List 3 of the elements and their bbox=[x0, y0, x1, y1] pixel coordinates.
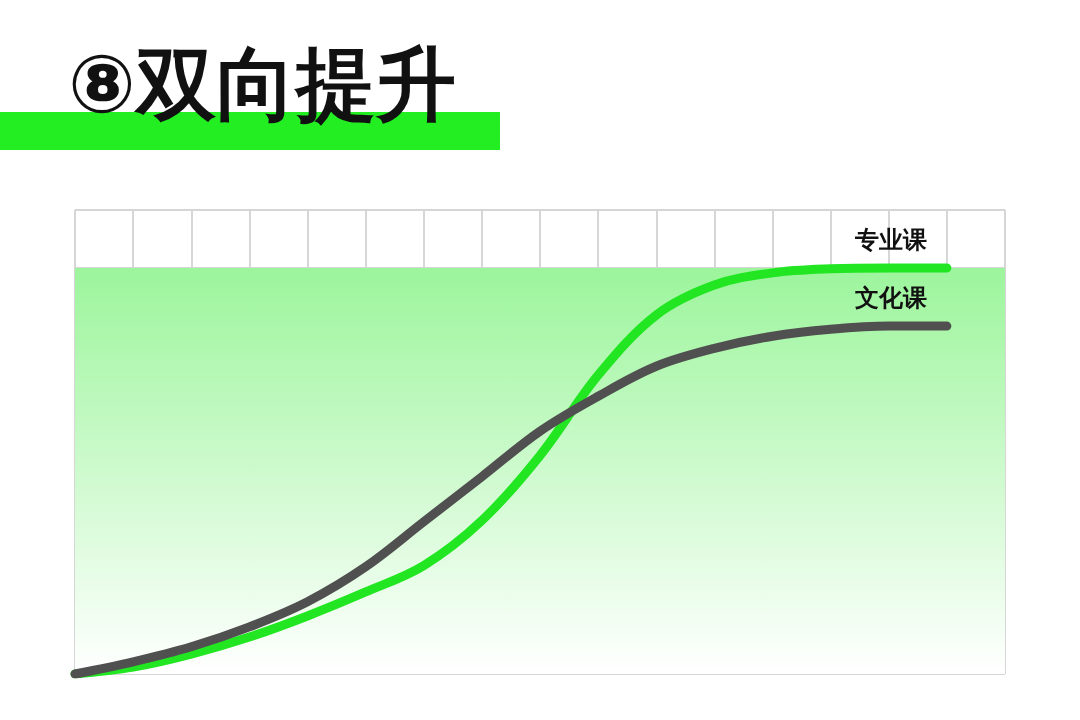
chart-title: ⑧双向提升 bbox=[68, 37, 456, 133]
series-label: 文化课 bbox=[854, 284, 927, 313]
series-label: 专业课 bbox=[853, 226, 927, 254]
